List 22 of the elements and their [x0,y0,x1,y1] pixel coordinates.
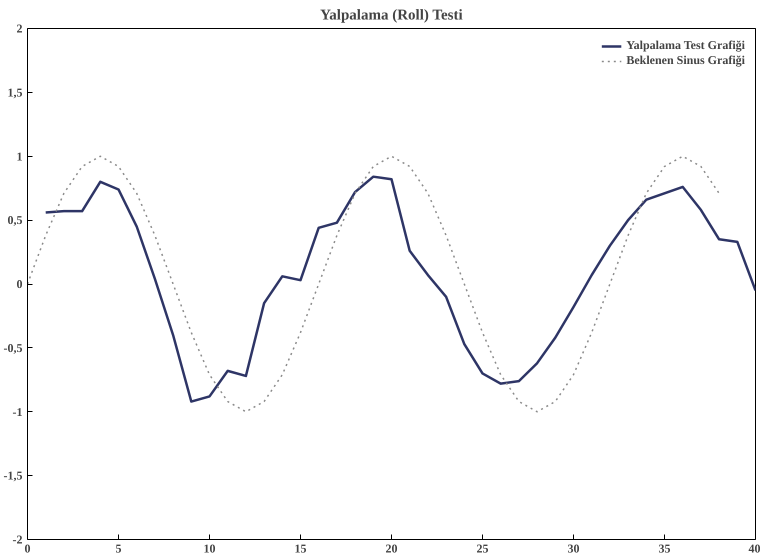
x-tick-label: 25 [476,542,488,556]
y-tick-label: -1 [12,404,23,419]
line-series [44,175,756,403]
y-tick-label: -1,5 [4,468,23,483]
legend-label: Beklenen Sinus Grafiği [626,53,745,68]
y-tick-label: 1,5 [8,85,22,100]
x-tick-label: 20 [386,542,398,556]
y-tick-label: 0,5 [8,213,22,228]
y-tick-label: 1 [16,149,22,164]
y-tick-label: -0,5 [4,340,23,355]
y-tick-label: 0 [16,277,22,291]
x-tick-label: 5 [116,542,122,556]
x-tick-label: 30 [568,542,580,556]
chart-title: Yalpalama (Roll) Testi [320,8,463,24]
x-tick-label: 15 [294,542,306,556]
x-tick-label: 10 [204,542,216,556]
y-tick-label: 2 [16,22,22,36]
line-series [28,156,720,412]
legend-label: Yalpalama Test Grafiği [626,38,745,53]
y-tick-label: -2 [12,532,23,546]
x-tick-label: 35 [658,542,670,556]
x-tick-label: 40 [748,542,760,556]
